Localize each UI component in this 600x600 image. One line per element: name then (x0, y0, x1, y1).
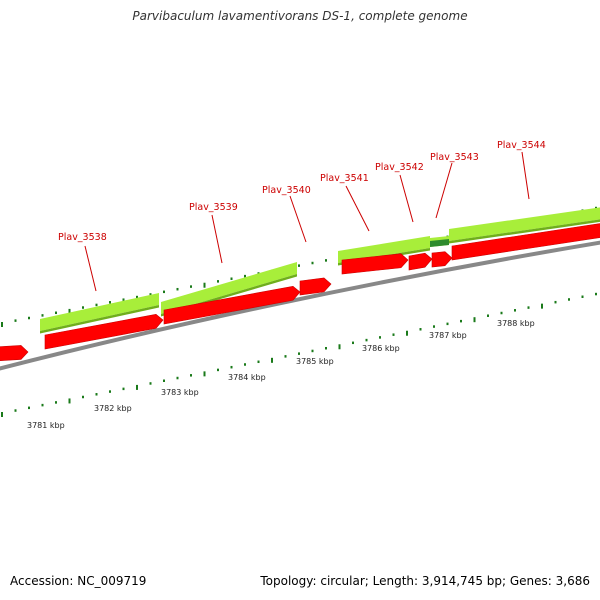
callout-line (211, 214, 223, 264)
scale-label: 3784 kbp (228, 373, 266, 382)
callout-line (521, 151, 530, 200)
callout-line (435, 162, 453, 219)
gene-labels: Plav_3538 Plav_3539 Plav_3540 Plav_3541 Plav… (58, 140, 546, 243)
callout-line (399, 174, 414, 223)
cds-arrow (163, 285, 301, 325)
scale-label: 3781 kbp (27, 421, 65, 430)
gene-band-dark (430, 239, 449, 247)
cds-arrow (0, 345, 29, 361)
gene-label: Plav_3539 (189, 202, 238, 213)
gene-band (449, 207, 600, 241)
cds-arrow (44, 313, 164, 350)
cds-arrow (408, 252, 433, 271)
genome-backbone (0, 240, 600, 371)
gene-band (40, 293, 159, 331)
gene-label: Plav_3544 (497, 140, 546, 151)
scale-label: 3782 kbp (94, 404, 132, 413)
cds-track (0, 223, 600, 361)
gene-band (338, 236, 430, 263)
genome-title: Parvibaculum lavamentivorans DS-1, compl… (132, 9, 468, 23)
cds-arrow (451, 223, 600, 261)
genome-summary-text: Topology: circular; Length: 3,914,745 bp… (260, 574, 590, 588)
scale-label: 3785 kbp (296, 357, 334, 366)
cds-arrow (299, 277, 332, 296)
gene-callouts (84, 151, 530, 292)
callout-line (345, 185, 370, 232)
accession-text: Accession: NC_009719 (10, 574, 147, 588)
gene-band-shadow (449, 219, 600, 244)
callout-line (289, 195, 307, 243)
scale-label: 3783 kbp (161, 388, 199, 397)
scale-label: 3787 kbp (429, 331, 467, 340)
gene-band-shadow (40, 305, 159, 334)
scale-labels: 3781 kbp 3782 kbp 3783 kbp 3784 kbp 3785 kbp… (27, 319, 535, 430)
gene-label: Plav_3543 (430, 152, 479, 163)
gene-track (40, 207, 600, 334)
gene-label: Plav_3540 (262, 185, 311, 196)
cds-arrow (431, 251, 453, 268)
callout-line (84, 245, 97, 292)
scale-label: 3788 kbp (497, 319, 535, 328)
scale-label: 3786 kbp (362, 344, 400, 353)
cds-arrow (341, 253, 409, 275)
gene-label: Plav_3538 (58, 232, 107, 243)
gene-label: Plav_3542 (375, 162, 424, 173)
gene-band (161, 262, 297, 314)
gene-label: Plav_3541 (320, 173, 369, 184)
